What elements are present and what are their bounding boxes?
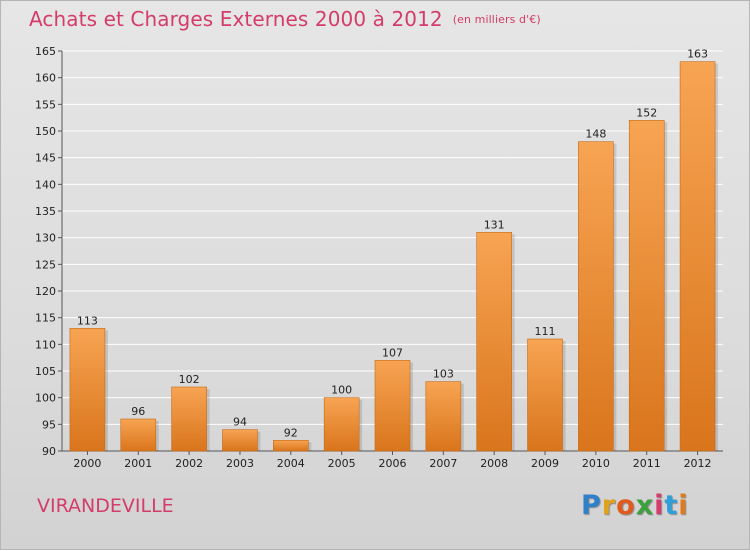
bar-2001 <box>120 418 157 452</box>
value-label: 111 <box>535 325 556 338</box>
x-tick-label: 2006 <box>379 457 407 470</box>
y-tick-label: 130 <box>35 232 56 245</box>
bar-2009 <box>527 338 563 452</box>
value-label: 94 <box>233 416 247 429</box>
x-tick-label: 2002 <box>175 457 203 470</box>
y-tick-label: 155 <box>35 98 56 111</box>
bar-2010 <box>578 141 614 452</box>
y-tick-label: 110 <box>35 338 56 351</box>
y-tick-label: 120 <box>35 285 56 298</box>
x-tick-label: 2011 <box>633 457 661 470</box>
bar-2008 <box>476 232 512 452</box>
proxiti-logo[interactable]: Proxiti <box>581 490 689 521</box>
logo-letter: P <box>581 490 602 521</box>
value-label: 131 <box>484 218 505 231</box>
value-label: 92 <box>284 426 298 439</box>
bar-2004 <box>273 440 309 452</box>
x-tick-label: 2012 <box>684 457 712 470</box>
logo-letter: t <box>664 490 679 521</box>
x-tick-label: 2010 <box>582 457 610 470</box>
value-label: 96 <box>131 405 145 418</box>
y-tick-label: 100 <box>35 392 56 405</box>
value-label: 113 <box>77 314 98 327</box>
bar-2000 <box>69 328 106 452</box>
bar-2011 <box>628 120 665 452</box>
y-tick-label: 115 <box>35 312 56 325</box>
bar-2007 <box>425 381 462 452</box>
x-tick-label: 2003 <box>226 457 254 470</box>
y-tick-label: 135 <box>35 205 56 218</box>
value-label: 107 <box>382 346 403 359</box>
bar-2002 <box>171 386 207 452</box>
x-tick-label: 2009 <box>531 457 559 470</box>
value-label: 163 <box>687 48 708 61</box>
y-tick-label: 90 <box>42 445 56 458</box>
logo-letter: i <box>678 490 689 521</box>
value-label: 103 <box>433 368 454 381</box>
y-tick-label: 125 <box>35 258 56 271</box>
x-tick-label: 2004 <box>277 457 305 470</box>
value-label: 102 <box>179 373 200 386</box>
y-tick-label: 105 <box>35 365 56 378</box>
x-tick-label: 2008 <box>480 457 508 470</box>
value-label: 152 <box>636 106 657 119</box>
x-tick-label: 2001 <box>124 457 152 470</box>
bar-2006 <box>374 360 411 452</box>
x-tick-label: 2000 <box>73 457 101 470</box>
x-tick-label: 2005 <box>328 457 356 470</box>
x-tick-label: 2007 <box>429 457 457 470</box>
logo-letter: i <box>654 490 665 521</box>
logo-letter: x <box>635 490 655 521</box>
y-tick-label: 165 <box>35 45 56 58</box>
commune-name: VIRANDEVILLE <box>37 495 174 517</box>
y-tick-label: 160 <box>35 72 56 85</box>
y-tick-label: 140 <box>35 178 56 191</box>
logo-letter: r <box>601 490 617 521</box>
bar-2012 <box>679 61 716 452</box>
logo-letter: o <box>616 490 636 521</box>
chart-title: Achats et Charges Externes 2000 à 2012 (e… <box>29 7 541 31</box>
bar-2005 <box>323 397 360 452</box>
bar-2003 <box>222 429 258 452</box>
value-label: 100 <box>331 384 352 397</box>
bars <box>69 61 719 452</box>
y-tick-label: 145 <box>35 152 56 165</box>
labels: 2000 113 2001 96 2002 102 2003 94 2004 92 2005 100 2… <box>73 48 711 470</box>
y-tick-label: 95 <box>42 418 56 431</box>
y-tick-label: 150 <box>35 125 56 138</box>
value-label: 148 <box>585 128 606 141</box>
chart-unit: (en milliers d'€) <box>452 13 541 26</box>
